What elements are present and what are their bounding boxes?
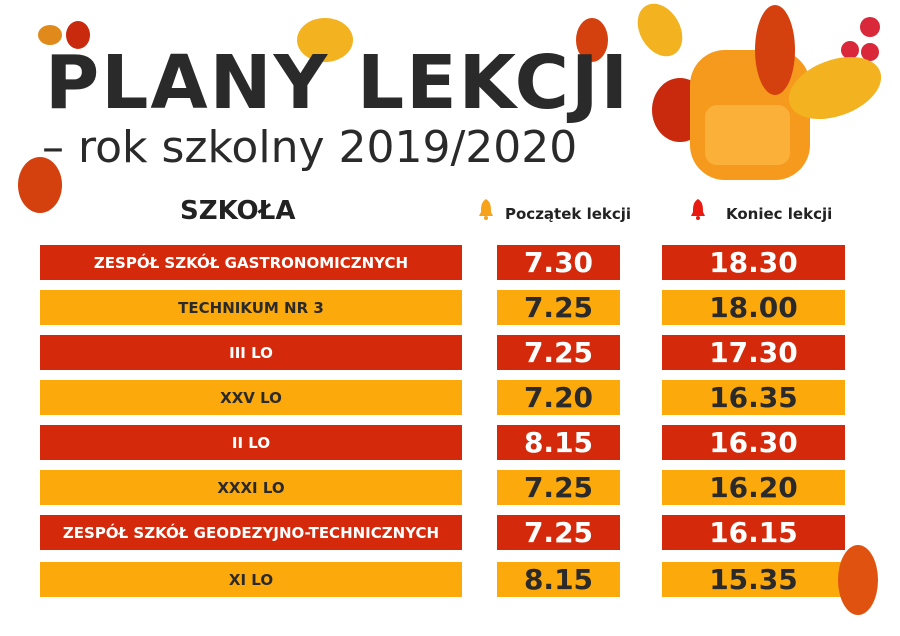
cell-school: XI LO <box>40 562 462 597</box>
page-subtitle: – rok szkolny 2019/2020 <box>42 122 578 173</box>
header-start: Początek lekcji <box>505 205 632 223</box>
bell-icon <box>479 199 493 220</box>
bell-icon <box>691 199 705 220</box>
header-end: Koniec lekcji <box>726 205 833 223</box>
cell-start: 7.25 <box>497 515 620 550</box>
header-school: SZKOŁA <box>180 196 296 226</box>
cell-school: II LO <box>40 425 462 460</box>
cell-school: III LO <box>40 335 462 370</box>
cell-start: 7.25 <box>497 470 620 505</box>
cell-start: 7.25 <box>497 335 620 370</box>
cell-school: XXV LO <box>40 380 462 415</box>
cell-start: 8.15 <box>497 562 620 597</box>
cell-start: 7.20 <box>497 380 620 415</box>
cell-school: ZESPÓŁ SZKÓŁ GEODEZYJNO-TECHNICZNYCH <box>40 515 462 550</box>
cell-start: 8.15 <box>497 425 620 460</box>
cell-end: 16.20 <box>662 470 845 505</box>
cell-end: 18.30 <box>662 245 845 280</box>
cell-end: 17.30 <box>662 335 845 370</box>
cell-end: 18.00 <box>662 290 845 325</box>
cell-end: 16.15 <box>662 515 845 550</box>
cell-school: TECHNIKUM NR 3 <box>40 290 462 325</box>
cell-end: 16.35 <box>662 380 845 415</box>
cell-school: ZESPÓŁ SZKÓŁ GASTRONOMICZNYCH <box>40 245 462 280</box>
cell-end: 15.35 <box>662 562 845 597</box>
cell-start: 7.30 <box>497 245 620 280</box>
cell-start: 7.25 <box>497 290 620 325</box>
cell-school: XXXI LO <box>40 470 462 505</box>
page-title: PLANY LEKCJI <box>45 40 631 126</box>
cell-end: 16.30 <box>662 425 845 460</box>
